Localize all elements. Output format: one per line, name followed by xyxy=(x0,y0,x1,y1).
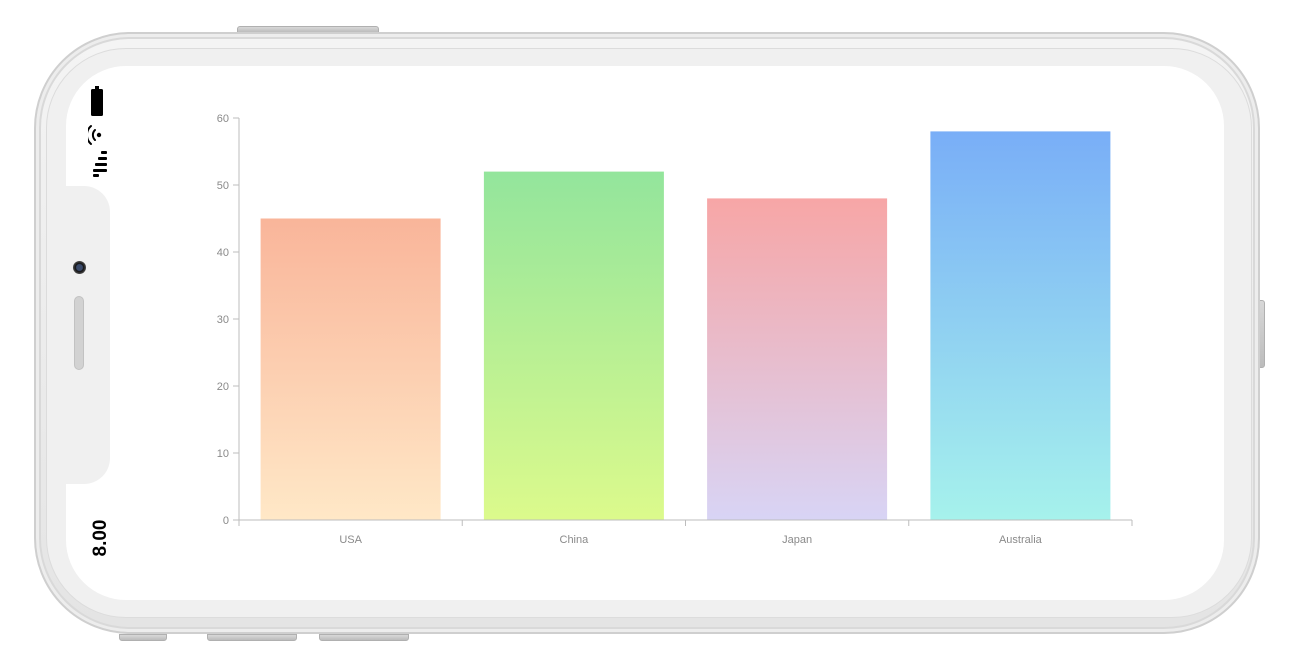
earpiece-speaker xyxy=(74,296,84,370)
signal-icon xyxy=(93,151,107,177)
y-tick-label: 20 xyxy=(217,381,229,393)
notch xyxy=(66,186,110,484)
x-tick-label: China xyxy=(560,534,590,546)
axes: 0 10 20 30 40 50 60 USA China Japan Australia xyxy=(217,113,1133,546)
x-tick-label: USA xyxy=(339,534,362,546)
y-tick-label: 30 xyxy=(217,314,229,326)
x-tick-label: Australia xyxy=(999,534,1043,546)
wifi-icon xyxy=(88,125,102,145)
bar-usa xyxy=(260,218,441,520)
y-tick-label: 40 xyxy=(217,247,229,259)
volume-button-2 xyxy=(207,634,297,641)
front-camera xyxy=(73,261,86,274)
bar-australia xyxy=(930,131,1111,520)
battery-icon xyxy=(91,86,103,116)
bar-china xyxy=(483,171,664,520)
y-tick-label: 0 xyxy=(223,515,229,527)
volume-button-1 xyxy=(119,634,167,641)
bars xyxy=(260,131,1111,520)
bar-japan xyxy=(707,198,888,520)
x-tick-label: Japan xyxy=(782,534,812,546)
volume-button-3 xyxy=(319,634,409,641)
y-tick-label: 50 xyxy=(217,180,229,192)
y-tick-label: 60 xyxy=(217,113,229,125)
y-tick-label: 10 xyxy=(217,448,229,460)
